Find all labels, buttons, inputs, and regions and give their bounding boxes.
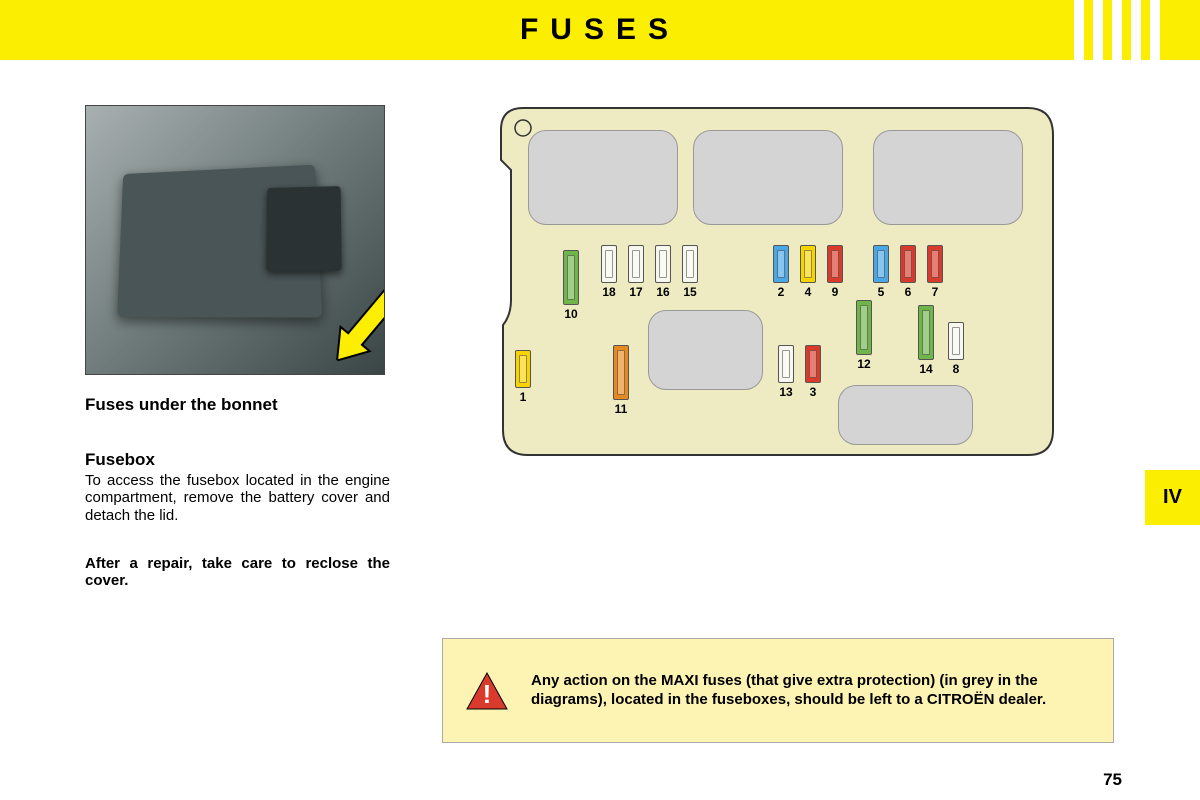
fuse-16 bbox=[655, 245, 671, 283]
fuse-label-7: 7 bbox=[932, 285, 939, 299]
fuse-label-1: 1 bbox=[520, 390, 527, 404]
fuse-label-16: 16 bbox=[656, 285, 669, 299]
fuse-label-18: 18 bbox=[602, 285, 615, 299]
relay-block bbox=[873, 130, 1023, 225]
page-title: FUSES bbox=[520, 13, 680, 47]
header-bar: FUSES bbox=[0, 0, 1200, 60]
photo-caption: Fuses under the bonnet bbox=[85, 395, 278, 415]
fuse-label-4: 4 bbox=[805, 285, 812, 299]
pointer-arrow-icon bbox=[318, 275, 385, 375]
section-tab: IV bbox=[1145, 470, 1200, 525]
fuse-label-15: 15 bbox=[683, 285, 696, 299]
fuse-15 bbox=[682, 245, 698, 283]
svg-text:!: ! bbox=[483, 679, 492, 709]
fuse-5 bbox=[873, 245, 889, 283]
header-decor-bars bbox=[1074, 0, 1160, 60]
fuse-label-5: 5 bbox=[878, 285, 885, 299]
fuse-10 bbox=[563, 250, 579, 305]
fuse-3 bbox=[805, 345, 821, 383]
fuse-label-2: 2 bbox=[778, 285, 785, 299]
fusebox-body-text: To access the fusebox located in the eng… bbox=[85, 472, 390, 524]
warning-triangle-icon: ! bbox=[465, 671, 509, 711]
fuse-label-8: 8 bbox=[953, 362, 960, 376]
bonnet-photo bbox=[85, 105, 385, 375]
fuse-label-12: 12 bbox=[857, 357, 870, 371]
warning-callout: ! Any action on the MAXI fuses (that giv… bbox=[442, 638, 1114, 743]
fuse-11 bbox=[613, 345, 629, 400]
fuse-6 bbox=[900, 245, 916, 283]
fuse-13 bbox=[778, 345, 794, 383]
warning-text: Any action on the MAXI fuses (that give … bbox=[531, 672, 1091, 710]
relay-block bbox=[648, 310, 763, 390]
fusebox-heading: Fusebox bbox=[85, 450, 155, 470]
fuse-label-6: 6 bbox=[905, 285, 912, 299]
fusebox-lid-graphic bbox=[266, 186, 342, 271]
fuse-8 bbox=[948, 322, 964, 360]
fuse-1 bbox=[515, 350, 531, 388]
fuse-17 bbox=[628, 245, 644, 283]
fusebox-bold-text: After a repair, take care to reclose the… bbox=[85, 555, 390, 590]
fuse-12 bbox=[856, 300, 872, 355]
fuse-7 bbox=[927, 245, 943, 283]
fuse-label-17: 17 bbox=[629, 285, 642, 299]
fuse-4 bbox=[800, 245, 816, 283]
fusebox-diagram: 101817161524956711113312148 bbox=[493, 100, 1063, 465]
fuse-label-3: 3 bbox=[810, 385, 817, 399]
fuse-2 bbox=[773, 245, 789, 283]
fuse-label-14: 14 bbox=[919, 362, 932, 376]
relay-block bbox=[528, 130, 678, 225]
fuse-label-11: 11 bbox=[615, 402, 628, 416]
fuse-18 bbox=[601, 245, 617, 283]
fuse-9 bbox=[827, 245, 843, 283]
page-number: 75 bbox=[1103, 770, 1122, 790]
fuse-14 bbox=[918, 305, 934, 360]
fuse-label-13: 13 bbox=[779, 385, 792, 399]
fuse-label-9: 9 bbox=[832, 285, 839, 299]
relay-block bbox=[838, 385, 973, 445]
relay-block bbox=[693, 130, 843, 225]
fuse-label-10: 10 bbox=[564, 307, 577, 321]
